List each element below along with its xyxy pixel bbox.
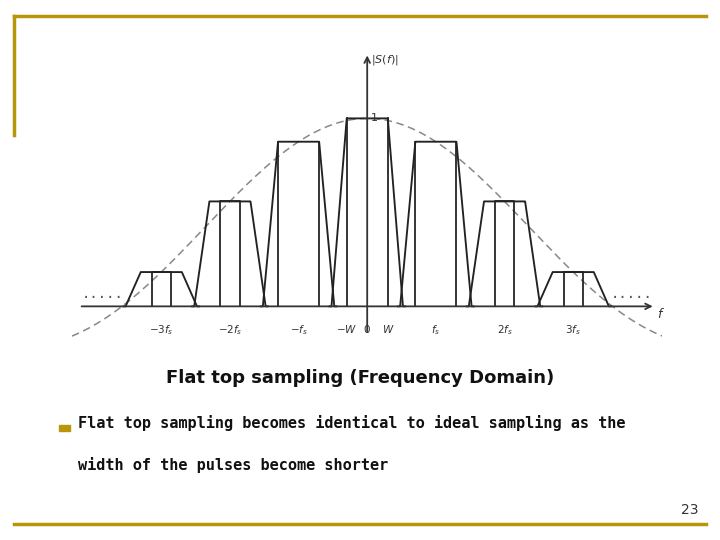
Text: $2f_s$: $2f_s$: [497, 323, 513, 337]
Text: $-2f_s$: $-2f_s$: [217, 323, 242, 337]
Text: $f_s$: $f_s$: [431, 323, 441, 337]
Text: width of the pulses become shorter: width of the pulses become shorter: [78, 457, 388, 472]
Text: 1: 1: [372, 113, 378, 123]
Text: $-3f_s$: $-3f_s$: [149, 323, 174, 337]
Text: .....: .....: [82, 287, 124, 301]
Text: Flat top sampling (Frequency Domain): Flat top sampling (Frequency Domain): [166, 369, 554, 387]
Text: 23: 23: [681, 503, 698, 517]
Text: $f$: $f$: [657, 307, 665, 321]
Text: Flat top sampling becomes identical to ideal sampling as the: Flat top sampling becomes identical to i…: [78, 415, 626, 431]
FancyBboxPatch shape: [59, 425, 71, 431]
Text: $3f_s$: $3f_s$: [565, 323, 581, 337]
Text: $0$: $0$: [364, 323, 371, 335]
Text: $|S(f)|$: $|S(f)|$: [372, 52, 399, 66]
Text: $-f_s$: $-f_s$: [289, 323, 307, 337]
Text: $W$: $W$: [382, 323, 394, 335]
Text: .....: .....: [611, 287, 652, 301]
Text: $-W$: $-W$: [336, 323, 357, 335]
